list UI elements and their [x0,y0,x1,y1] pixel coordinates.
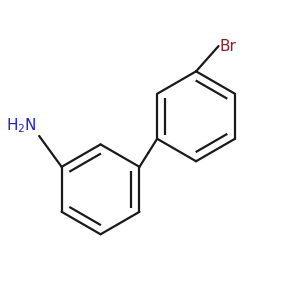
Text: Br: Br [220,38,237,53]
Text: H$_2$N: H$_2$N [6,116,36,134]
